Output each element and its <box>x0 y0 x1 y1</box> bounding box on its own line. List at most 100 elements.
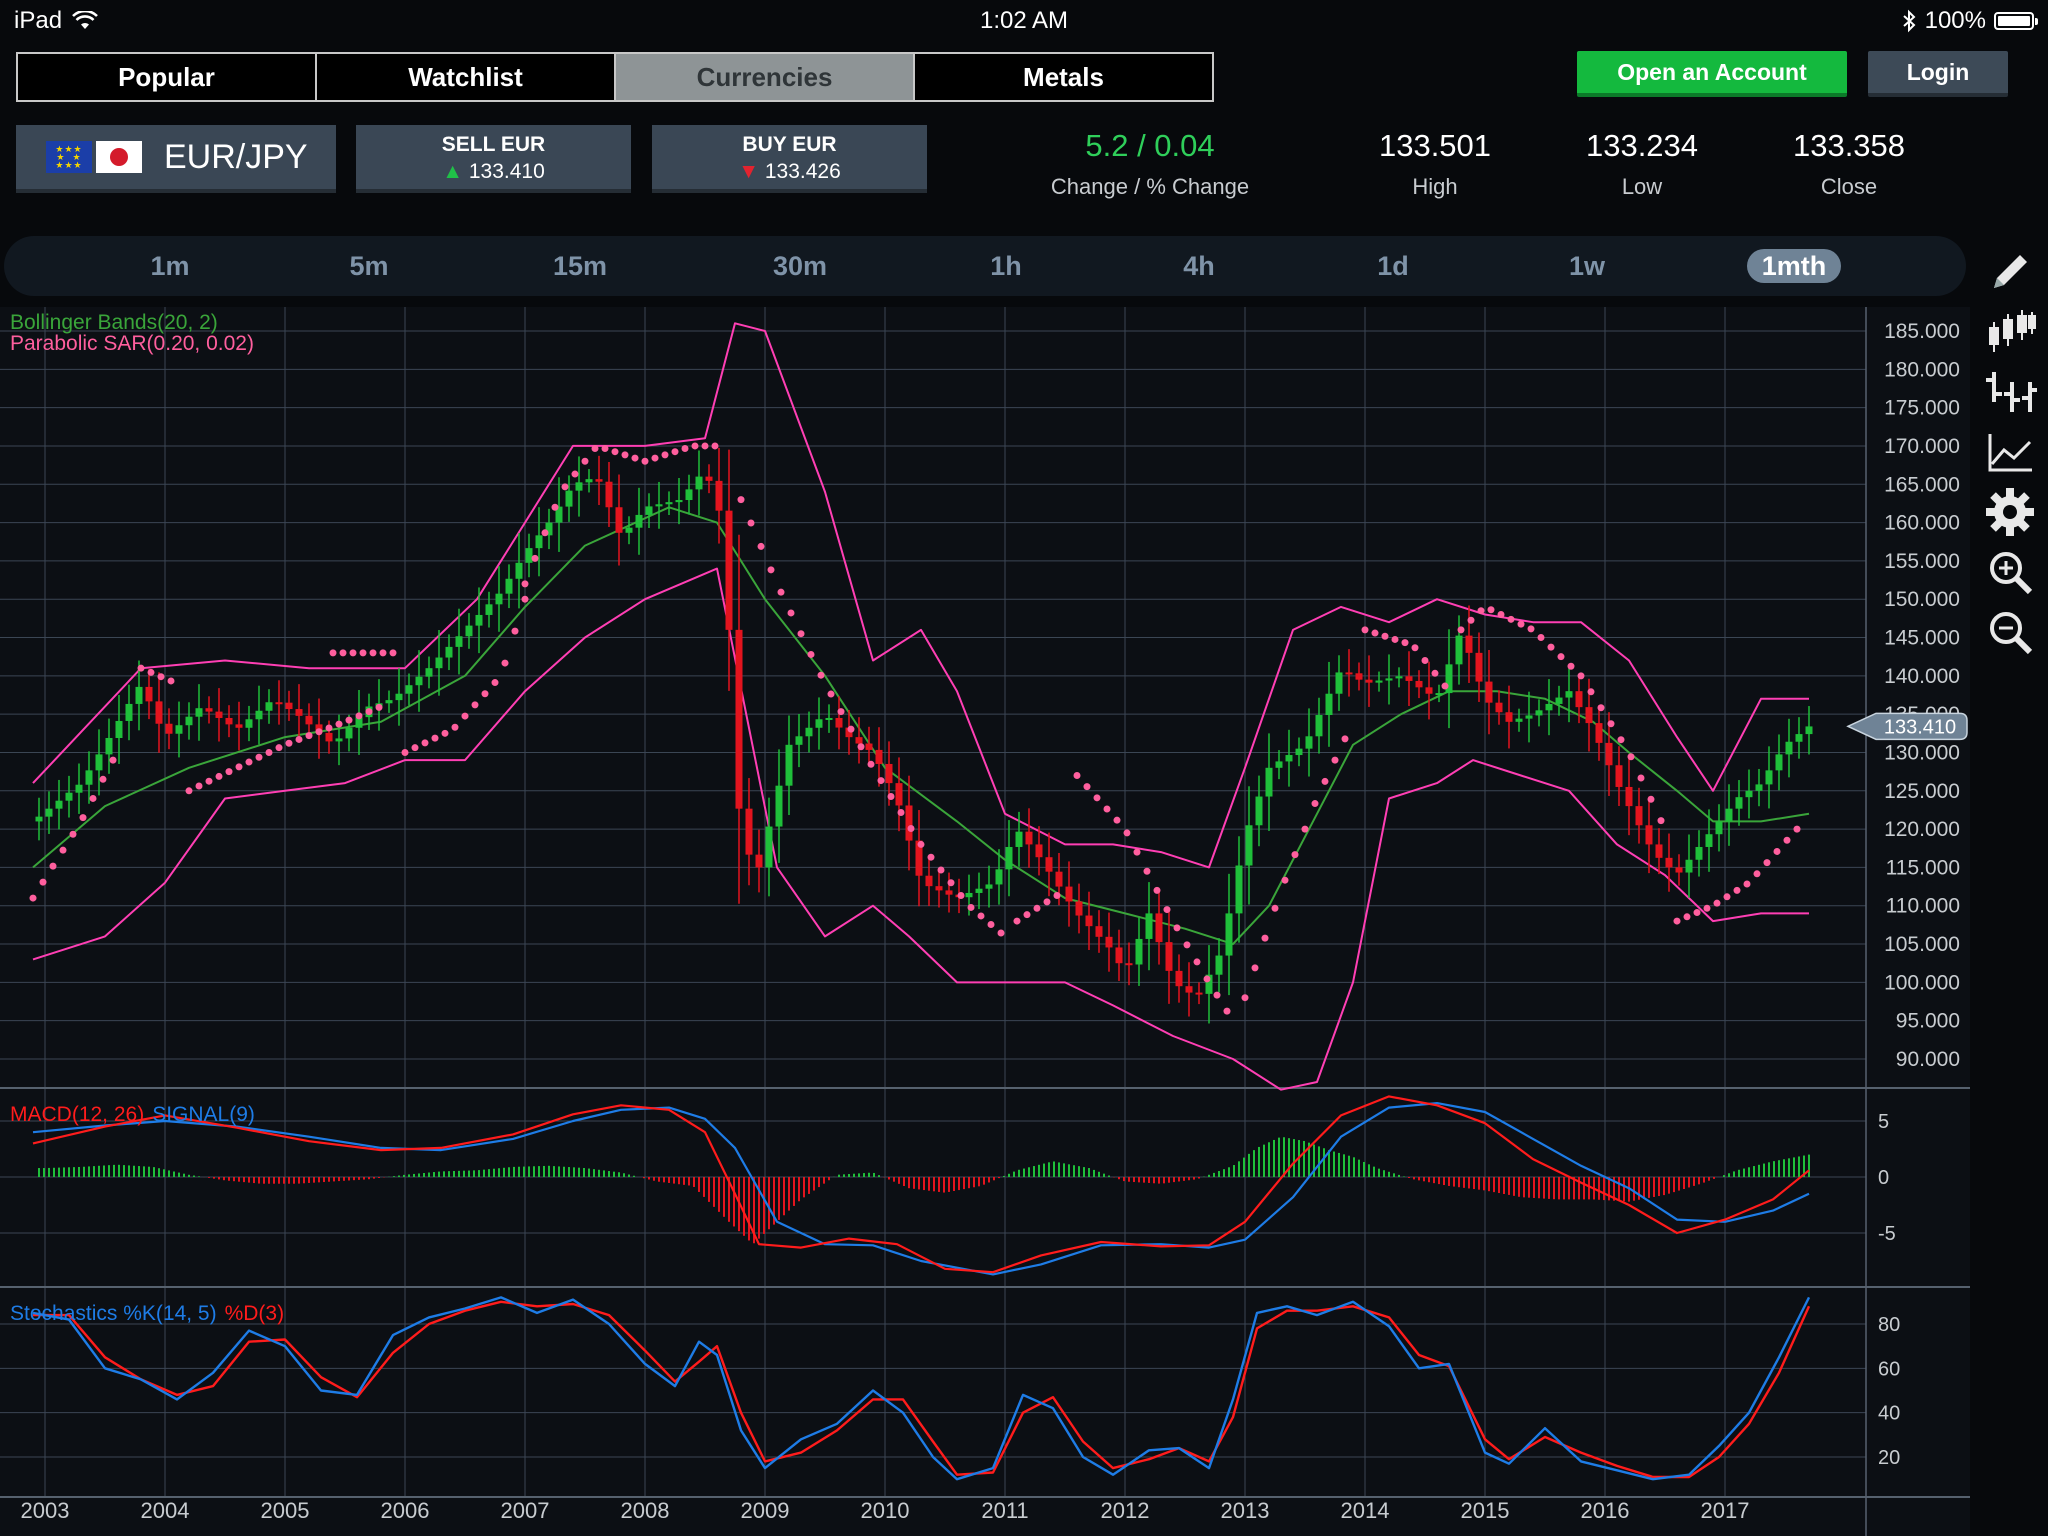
candlestick <box>775 749 783 863</box>
open-account-button[interactable]: Open an Account <box>1577 51 1847 97</box>
candlestick <box>275 680 283 725</box>
candle-body <box>165 723 173 734</box>
current-price-badge <box>1846 712 1968 741</box>
timeframe-15m[interactable]: 15m <box>552 251 608 281</box>
candlestick <box>245 705 253 742</box>
y-tick-label: 0 <box>1878 1167 1889 1189</box>
candlestick <box>135 660 143 731</box>
sar-dot <box>481 690 489 698</box>
candle-body <box>1025 831 1033 845</box>
candlestick <box>55 779 63 830</box>
sar-dot <box>1271 904 1279 912</box>
candle-body <box>1005 846 1013 870</box>
sar-dot <box>1213 991 1221 999</box>
candle-body <box>595 479 603 482</box>
candlestick <box>165 708 173 750</box>
sar-dot <box>1467 616 1475 624</box>
zoom-in-icon[interactable] <box>1982 544 2038 600</box>
candle-body <box>1565 691 1573 698</box>
candlestick <box>265 689 273 724</box>
sell-button[interactable]: SELL EUR ▲ 133.410 <box>356 125 631 193</box>
tab-watchlist[interactable]: Watchlist <box>317 54 616 100</box>
instrument-selector[interactable]: ★★★ ★ ★ ★★★ EUR/JPY <box>16 125 336 193</box>
candlestick-icon[interactable] <box>1982 304 2038 360</box>
sar-dot <box>917 840 925 848</box>
sell-price: 133.410 <box>468 160 545 183</box>
login-button[interactable]: Login <box>1868 51 2008 97</box>
candlestick <box>1105 912 1113 972</box>
timeframe-1h[interactable]: 1h <box>990 251 1022 281</box>
sar-dot <box>897 809 905 817</box>
gear-icon[interactable] <box>1982 484 2038 540</box>
bollinger-upper-band <box>32 322 1809 869</box>
tab-popular[interactable]: Popular <box>18 54 317 100</box>
x-tick-label: 2007 <box>501 1498 550 1523</box>
candle-body <box>1385 678 1393 681</box>
zoom-out-icon[interactable] <box>1982 604 2038 660</box>
timeframe-4h[interactable]: 4h <box>1183 251 1215 281</box>
timeframe-5m[interactable]: 5m <box>349 251 389 281</box>
candlestick <box>1425 661 1433 720</box>
y-tick-label: 120.000 <box>1884 818 1960 841</box>
sar-dot <box>571 470 579 478</box>
current-price-marker: 133.410 <box>1846 712 1968 741</box>
candlestick <box>1725 784 1733 846</box>
timeframe-1mth[interactable]: 1mth <box>1747 249 1841 283</box>
candlestick <box>75 763 83 814</box>
y-tick-label: 90.000 <box>1896 1048 1960 1071</box>
sar-dot <box>329 649 337 657</box>
candlestick <box>465 613 473 649</box>
candle-body <box>1465 635 1473 653</box>
candle-body <box>785 744 793 786</box>
candle-body <box>1395 676 1403 679</box>
sar-dot <box>1421 657 1429 665</box>
sar-dot <box>225 768 233 776</box>
candle-body <box>975 888 983 893</box>
tab-metals[interactable]: Metals <box>915 54 1212 100</box>
price-chart[interactable]: 185.000 180.000 175.000 170.000 165.000 160.0… <box>0 307 1970 1536</box>
pencil-icon[interactable] <box>1982 244 2038 300</box>
sar-dot <box>157 673 165 681</box>
candle-body <box>695 476 703 490</box>
candlestick <box>1455 615 1463 685</box>
sar-dot <box>491 679 499 687</box>
candle-body <box>765 826 773 868</box>
sar-dot <box>1693 909 1701 917</box>
candle-body <box>1275 761 1283 768</box>
ohlc-bars-icon[interactable] <box>1982 364 2038 420</box>
timeframe-1w[interactable]: 1w <box>1568 251 1606 281</box>
timeframe-30m[interactable]: 30m <box>772 251 828 281</box>
candle-body <box>1425 687 1433 694</box>
timeframe-1d[interactable]: 1d <box>1377 251 1409 281</box>
y-tick-label: 180.000 <box>1884 358 1960 381</box>
sar-dot <box>691 442 699 450</box>
sar-dot <box>827 690 835 698</box>
candlestick <box>295 684 303 741</box>
candlestick <box>35 797 43 841</box>
candlestick <box>115 695 123 764</box>
candle-body <box>885 763 893 784</box>
candlestick <box>1625 757 1633 836</box>
candlestick <box>1675 854 1683 886</box>
sar-dot <box>1103 805 1111 813</box>
candle-body <box>1415 680 1423 688</box>
candle-body <box>1775 754 1783 771</box>
low-label: Low <box>1621 174 1663 199</box>
sar-dot <box>651 454 659 462</box>
sar-dot <box>561 483 569 491</box>
candle-body <box>815 719 823 728</box>
candle-body <box>475 614 483 626</box>
sar-dot <box>1083 783 1091 791</box>
sar-dot <box>1123 829 1131 837</box>
wifi-icon <box>72 11 98 29</box>
candlestick <box>1795 717 1803 759</box>
line-chart-icon[interactable] <box>1982 424 2038 480</box>
tab-currencies[interactable]: Currencies <box>616 54 915 100</box>
candlestick <box>1645 796 1653 874</box>
buy-button[interactable]: BUY EUR ▼ 133.426 <box>652 125 927 193</box>
candlestick <box>1485 649 1493 735</box>
buy-label: BUY EUR <box>742 133 837 156</box>
timeframe-1m[interactable]: 1m <box>150 251 190 281</box>
candlestick <box>1435 684 1443 703</box>
candle-body <box>1475 652 1483 682</box>
